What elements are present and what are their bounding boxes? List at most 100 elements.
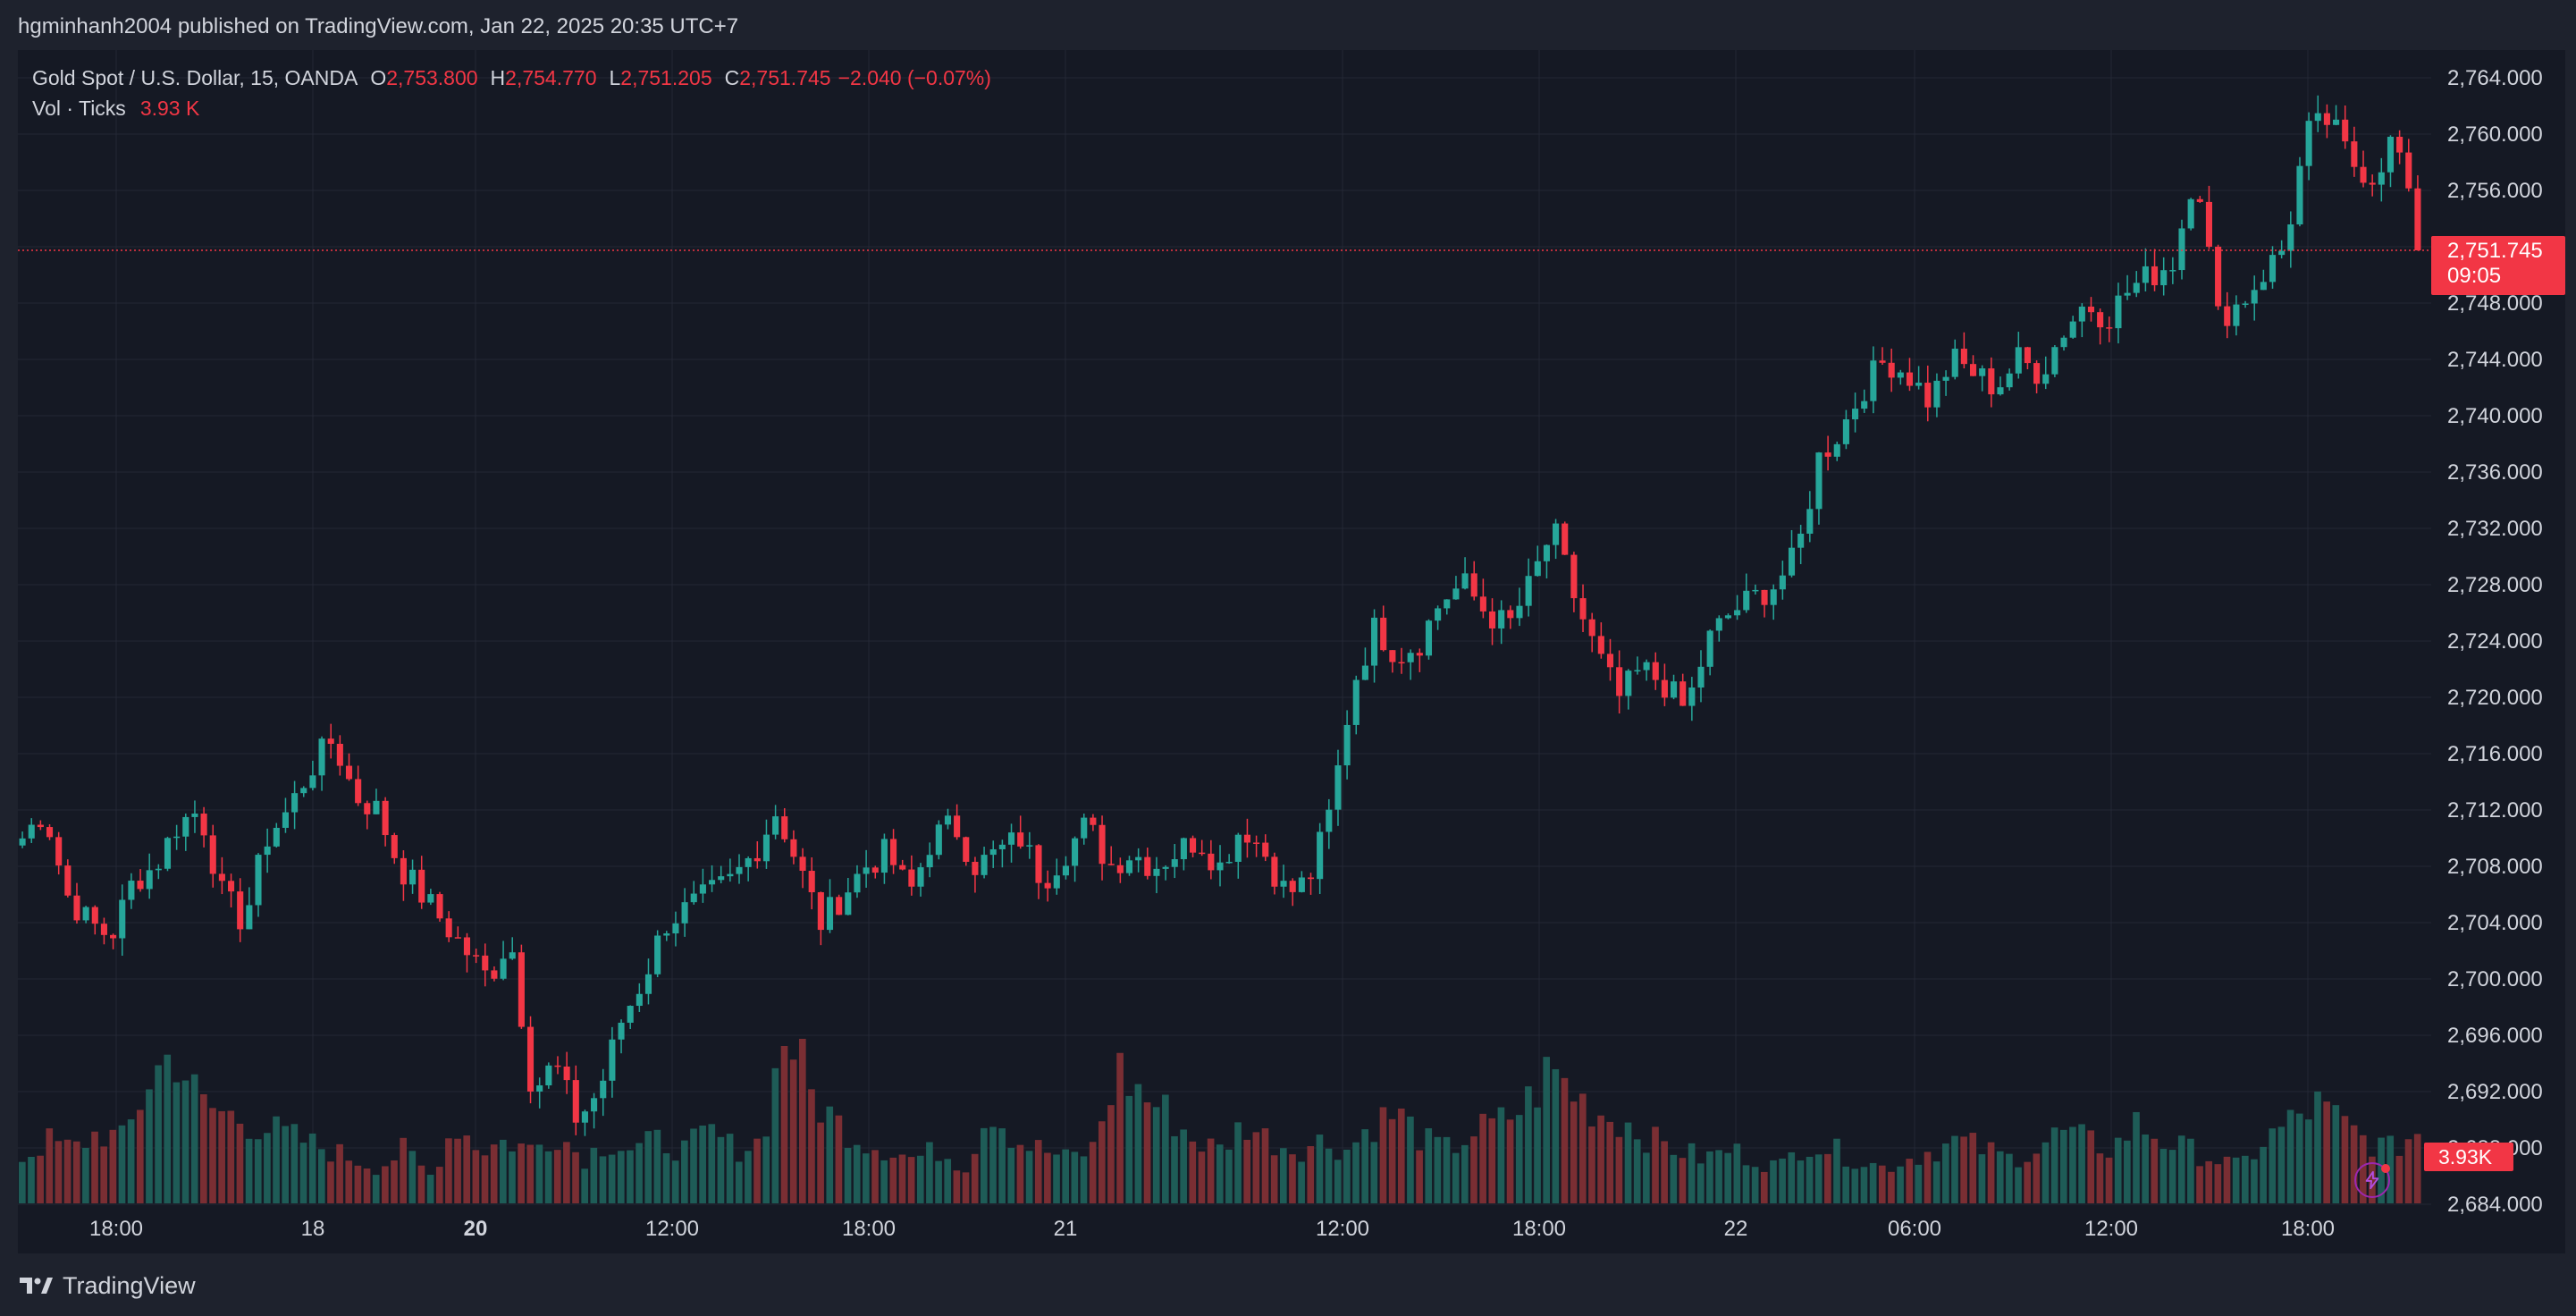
volume-bar xyxy=(1915,1164,1923,1203)
candle-body xyxy=(128,881,135,900)
candle-body xyxy=(2015,347,2022,374)
x-tick-label: 18:00 xyxy=(2281,1217,2335,1241)
candle-body xyxy=(400,857,407,885)
volume-bar xyxy=(200,1093,207,1203)
candle-body xyxy=(863,867,870,874)
candle-body xyxy=(2006,373,2013,388)
volume-bar xyxy=(2404,1139,2412,1203)
volume-bar xyxy=(472,1150,480,1203)
volume-bar xyxy=(1760,1171,1768,1203)
volume-bar xyxy=(1987,1142,1995,1203)
candle-body xyxy=(2260,282,2267,291)
notification-dot xyxy=(2381,1164,2390,1173)
candle-body xyxy=(526,1026,535,1092)
candle-body xyxy=(1579,598,1587,620)
candle-body xyxy=(227,881,235,892)
volume-bar xyxy=(1134,1084,1142,1203)
tradingview-logo-icon[interactable] xyxy=(18,1276,54,1295)
y-tick-label: 2,760.000 xyxy=(2447,122,2543,147)
volume-bar xyxy=(72,1141,80,1203)
legend-volume-label[interactable]: Vol · Ticks xyxy=(32,97,126,120)
candle-body xyxy=(409,869,417,885)
candle-body xyxy=(536,1085,543,1092)
y-tick-label: 2,724.000 xyxy=(2447,629,2543,654)
candle-body xyxy=(137,881,144,890)
y-tick-label: 2,692.000 xyxy=(2447,1080,2543,1104)
candle-body xyxy=(2287,224,2294,251)
volume-bar xyxy=(1452,1152,1460,1203)
candle-body xyxy=(273,827,280,847)
candle-body xyxy=(1171,859,1178,867)
volume-bar xyxy=(264,1133,271,1203)
lightning-icon[interactable] xyxy=(2354,1162,2390,1198)
legend-change: −2.040 (−0.07%) xyxy=(838,66,991,89)
candle-body xyxy=(609,1039,616,1081)
volume-bar xyxy=(37,1155,44,1203)
candle-body xyxy=(935,824,942,856)
candle-body xyxy=(708,880,716,885)
candle-body xyxy=(518,952,525,1027)
candle-body xyxy=(1090,817,1097,825)
volume-bar xyxy=(55,1141,63,1203)
candle-body xyxy=(718,876,725,881)
candle-body xyxy=(781,816,788,839)
volume-bar xyxy=(91,1131,98,1203)
candle-body xyxy=(727,873,734,877)
candle-body xyxy=(1461,573,1469,589)
candle-body xyxy=(772,816,779,835)
candle-body xyxy=(1525,576,1532,606)
candle-body xyxy=(699,884,706,894)
volume-bar xyxy=(708,1124,716,1203)
volume-bar xyxy=(981,1127,988,1203)
candle-body xyxy=(899,865,906,870)
volume-bar xyxy=(817,1122,824,1203)
candle-body xyxy=(917,867,924,887)
candle-body xyxy=(1824,452,1831,457)
volume-bar xyxy=(127,1119,135,1203)
volume-bar xyxy=(590,1147,598,1203)
volume-bar xyxy=(173,1082,181,1203)
volume-bar xyxy=(581,1168,589,1203)
volume-bar xyxy=(1942,1143,1949,1203)
candle-body xyxy=(1706,630,1713,667)
candle-body xyxy=(2251,290,2258,304)
candle-body xyxy=(1099,824,1106,865)
volume-bar xyxy=(1797,1160,1805,1203)
volume-bar xyxy=(1089,1142,1097,1203)
volume-bar xyxy=(636,1143,643,1203)
legend-symbol[interactable]: Gold Spot / U.S. Dollar, 15, OANDA xyxy=(32,66,358,89)
volume-bar xyxy=(354,1165,362,1203)
chart-area[interactable]: 2,764.0002,760.0002,756.0002,752.0002,74… xyxy=(18,50,2565,1253)
publisher-text: hgminhanh2004 published on TradingView.c… xyxy=(18,14,739,38)
candle-body xyxy=(2205,201,2213,247)
volume-bar xyxy=(500,1139,507,1203)
candle-body xyxy=(926,855,933,868)
volume-bar xyxy=(19,1161,26,1203)
candle-body xyxy=(1488,611,1496,628)
candle-body xyxy=(1951,349,1958,377)
volume-bar xyxy=(2142,1135,2149,1203)
footer-brand[interactable]: TradingView xyxy=(63,1271,196,1299)
candle-body xyxy=(91,907,98,924)
candle-body xyxy=(672,923,679,934)
candle-body xyxy=(591,1098,598,1112)
volume-bar xyxy=(544,1151,552,1203)
chart-svg[interactable]: 2,764.0002,760.0002,756.0002,752.0002,74… xyxy=(18,50,2565,1253)
volume-bar xyxy=(227,1110,235,1203)
volume-bar xyxy=(735,1161,743,1203)
volume-bar xyxy=(1053,1154,1060,1203)
volume-bar xyxy=(726,1134,734,1203)
candle-body xyxy=(845,892,852,915)
candle-body xyxy=(1326,809,1333,832)
candle-body xyxy=(454,937,461,939)
volume-bar xyxy=(989,1126,997,1203)
candle-body xyxy=(1652,662,1659,680)
volume-bar xyxy=(853,1144,861,1203)
volume-bar xyxy=(572,1152,579,1203)
candle-body xyxy=(890,839,897,865)
candle-body xyxy=(880,839,888,873)
volume-bar xyxy=(1198,1152,1206,1203)
legend-close-value: 2,751.745 xyxy=(739,66,831,89)
volume-bar xyxy=(391,1160,398,1203)
candle-body xyxy=(2387,136,2395,173)
